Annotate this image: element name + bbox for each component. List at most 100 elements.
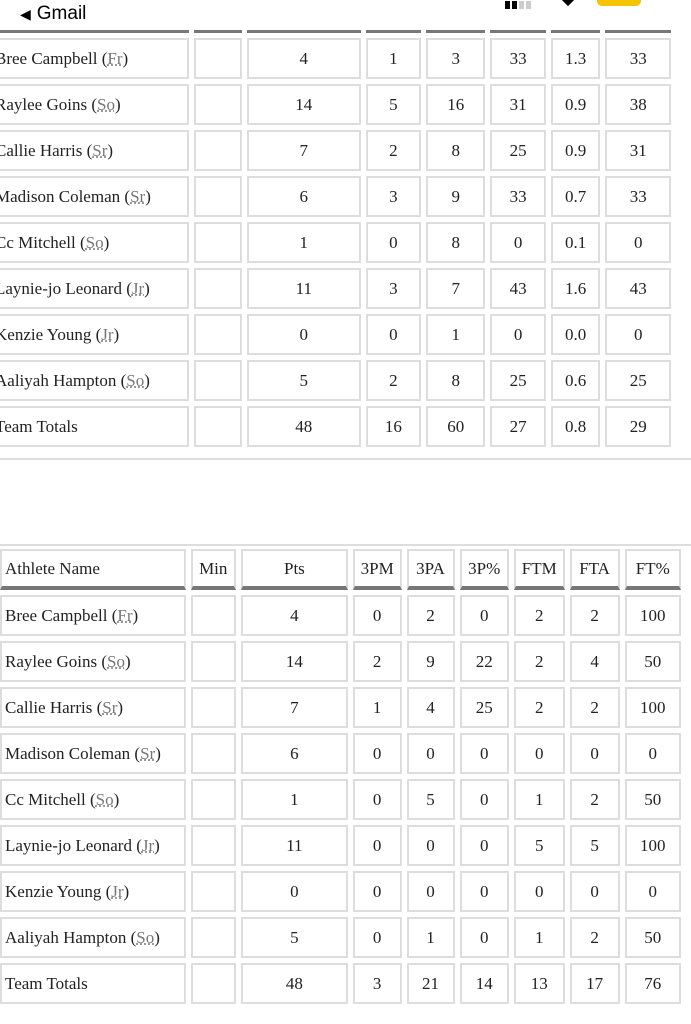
stat-cell: 5 — [246, 360, 361, 401]
column-header[interactable]: 3P% — [459, 549, 509, 590]
stat-cell: 0 — [365, 222, 422, 263]
stat-cell: 0 — [352, 871, 402, 912]
class-year: So — [107, 651, 125, 671]
athlete-name-cell: Laynie-jo Leonard (Jr) — [0, 825, 186, 866]
stat-cell: 7 — [426, 268, 486, 309]
stat-cell: 6 — [246, 176, 361, 217]
stat-cell: 38 — [605, 84, 671, 125]
athlete-name-cell: Team Totals — [0, 406, 190, 447]
stat-cell: 0 — [459, 871, 509, 912]
column-header[interactable]: FTA — [569, 549, 620, 590]
class-year: Sr — [102, 697, 118, 717]
stat-cell: 76 — [624, 963, 681, 1004]
stat-cell: 14 — [240, 641, 348, 682]
column-header[interactable] — [246, 27, 361, 33]
column-header[interactable]: Pts — [240, 549, 348, 590]
athlete-name[interactable]: Laynie-jo Leonard — [5, 835, 132, 855]
stats-table-2: Athlete Name Min Pts 3PM 3PA 3P% FTM FTA FT% Bre… — [0, 544, 686, 1009]
stat-cell: 0 — [459, 917, 509, 958]
class-year: Jr — [111, 881, 124, 901]
stat-cell: 0 — [490, 314, 546, 355]
stat-cell: 1 — [352, 687, 402, 728]
stat-cell: 2 — [569, 917, 620, 958]
column-header[interactable] — [550, 27, 601, 33]
stat-cell: 43 — [605, 268, 671, 309]
athlete-name[interactable]: Madison Coleman — [0, 186, 121, 206]
back-arrow-icon: ◀ — [20, 6, 31, 22]
table-row: Raylee Goins (So) 14 5 16 31 0.9 38 — [0, 84, 671, 125]
table-row: Cc Mitchell (So) 1 0 5 0 1 2 50 — [0, 779, 681, 820]
athlete-name-cell: Aaliyah Hampton (So) — [0, 917, 186, 958]
athlete-name[interactable]: Cc Mitchell — [5, 789, 86, 809]
stat-cell — [190, 963, 236, 1004]
stat-cell: 0 — [624, 733, 681, 774]
athlete-name[interactable]: Bree Campbell — [5, 605, 108, 625]
stat-cell: 33 — [605, 38, 671, 79]
table-row: Kenzie Young (Jr) 0 0 0 0 0 0 0 — [0, 871, 681, 912]
stat-cell: 2 — [352, 641, 402, 682]
athlete-name[interactable]: Raylee Goins — [5, 651, 98, 671]
stat-cell: 31 — [490, 84, 546, 125]
stat-cell: 31 — [605, 130, 671, 171]
stat-cell — [194, 38, 242, 79]
class-year: So — [136, 927, 155, 947]
table-header: Athlete Name Min Pts 3PM 3PA 3P% FTM FTA FT% — [0, 549, 681, 590]
athlete-name[interactable]: Callie Harris — [5, 697, 93, 717]
column-header[interactable] — [365, 27, 422, 33]
column-header[interactable]: 3PM — [352, 549, 402, 590]
athlete-name[interactable]: Kenzie Young — [0, 324, 92, 344]
table-row: Callie Harris (Sr) 7 2 8 25 0.9 31 — [0, 130, 671, 171]
table-row: Bree Campbell (Fr) 4 1 3 33 1.3 33 — [0, 38, 671, 79]
athlete-name[interactable]: Laynie-jo Leonard — [0, 278, 122, 298]
stat-cell: 14 — [246, 84, 361, 125]
athlete-name[interactable]: Madison Coleman — [5, 743, 131, 763]
column-header[interactable] — [426, 27, 486, 33]
stat-cell: 0 — [624, 871, 681, 912]
column-header[interactable]: Min — [190, 549, 236, 590]
stat-cell — [194, 406, 242, 447]
column-header[interactable]: 3PA — [406, 549, 455, 590]
back-to-gmail-button[interactable]: ◀ Gmail — [20, 3, 86, 25]
stat-cell: 0 — [240, 871, 348, 912]
column-header[interactable] — [605, 27, 671, 33]
stat-cell: 50 — [624, 917, 681, 958]
athlete-name-cell: Callie Harris (Sr) — [0, 687, 186, 728]
column-header[interactable] — [0, 27, 190, 33]
stat-cell — [190, 641, 236, 682]
stat-cell: 3 — [426, 38, 486, 79]
stat-cell: 2 — [513, 641, 565, 682]
athlete-name-cell: Team Totals — [0, 963, 186, 1004]
athlete-name[interactable]: Raylee Goins — [0, 94, 88, 114]
column-header[interactable] — [490, 27, 546, 33]
stat-cell: 1 — [365, 38, 422, 79]
stat-cell — [194, 268, 242, 309]
column-header[interactable] — [194, 27, 242, 33]
table-row: Bree Campbell (Fr) 4 0 2 0 2 2 100 — [0, 595, 681, 636]
class-year: Sr — [140, 743, 156, 763]
stat-cell: 6 — [240, 733, 348, 774]
athlete-name[interactable]: Kenzie Young — [5, 881, 102, 901]
stat-cell: 33 — [490, 38, 546, 79]
signal-icon — [505, 0, 533, 14]
athlete-name[interactable]: Aaliyah Hampton — [0, 370, 117, 390]
athlete-name[interactable]: Bree Campbell — [0, 48, 98, 68]
stat-cell: 22 — [459, 641, 509, 682]
stat-cell: 9 — [406, 641, 455, 682]
stat-cell — [190, 595, 236, 636]
divider — [0, 544, 691, 546]
stat-cell — [194, 130, 242, 171]
athlete-name[interactable]: Callie Harris — [0, 140, 83, 160]
table-row: Aaliyah Hampton (So) 5 2 8 25 0.6 25 — [0, 360, 671, 401]
column-header[interactable]: Athlete Name — [0, 549, 186, 590]
column-header[interactable]: FTM — [513, 549, 565, 590]
athlete-name[interactable]: Cc Mitchell — [0, 232, 76, 252]
stat-cell: 0.6 — [550, 360, 601, 401]
column-header[interactable]: FT% — [624, 549, 681, 590]
stat-cell: 0 — [352, 779, 402, 820]
stat-cell: 2 — [513, 687, 565, 728]
athlete-name[interactable]: Aaliyah Hampton — [5, 927, 127, 947]
stat-cell — [190, 825, 236, 866]
stat-cell: 0 — [459, 825, 509, 866]
stat-cell: 16 — [365, 406, 422, 447]
table-row: Callie Harris (Sr) 7 1 4 25 2 2 100 — [0, 687, 681, 728]
